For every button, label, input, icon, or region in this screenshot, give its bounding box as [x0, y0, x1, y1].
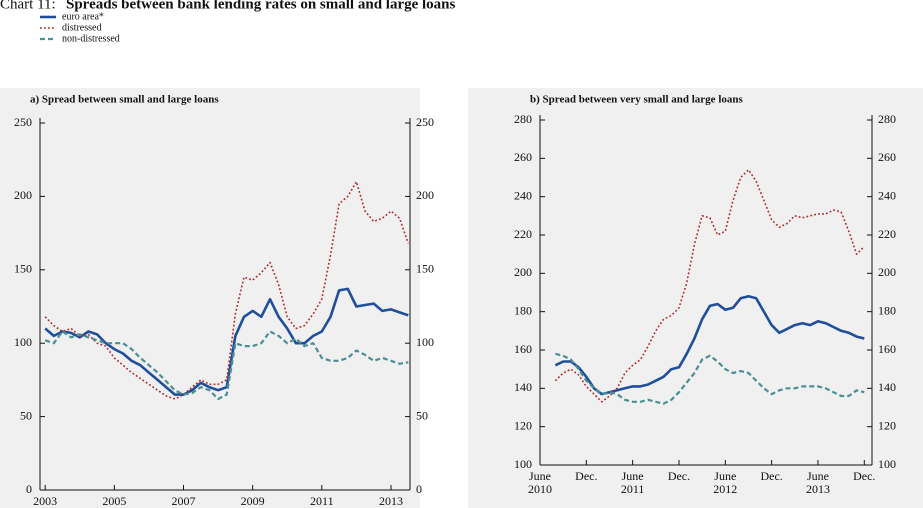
series-line — [554, 169, 865, 403]
y-tick-label: 100 — [514, 457, 532, 471]
chart-label: Chart 11: — [0, 0, 56, 12]
y2-tick-label: 180 — [878, 303, 896, 317]
legend-label: euro area* — [62, 11, 104, 22]
x-tick-label: 2007 — [172, 494, 196, 508]
y-tick-label: 280 — [514, 112, 532, 126]
y-tick-label: 100 — [14, 335, 32, 349]
x-tick-label: June 2011 — [621, 469, 645, 496]
y-tick-label: 200 — [514, 265, 532, 279]
y-tick-label: 180 — [514, 303, 532, 317]
y2-tick-label: 240 — [878, 188, 896, 202]
panel-b-background — [468, 88, 923, 508]
y2-tick-label: 200 — [416, 188, 434, 202]
x-tick-label: June 2010 — [528, 469, 552, 496]
y-tick-label: 120 — [514, 418, 532, 432]
y-tick-label: 150 — [14, 262, 32, 276]
panel-subtitle: b) Spread between very small and large l… — [530, 94, 743, 106]
legend-label: distressed — [62, 22, 101, 33]
panel-a-background — [0, 88, 420, 508]
x-tick-label: 2009 — [241, 494, 265, 508]
y2-tick-label: 120 — [878, 418, 896, 432]
x-tick-label: Dec. — [853, 469, 875, 483]
x-tick-label: 2003 — [33, 494, 57, 508]
y2-tick-label: 140 — [878, 380, 896, 394]
x-tick-label: Dec. — [760, 469, 782, 483]
series-line — [555, 352, 865, 405]
y2-tick-label: 0 — [416, 482, 422, 496]
x-tick-label: 2011 — [310, 494, 334, 508]
y-tick-label: 50 — [20, 408, 32, 422]
x-tick-label: June 2012 — [713, 469, 737, 496]
series-line — [44, 180, 410, 400]
y-tick-label: 220 — [514, 227, 532, 241]
y2-tick-label: 50 — [416, 408, 428, 422]
y-tick-label: 260 — [514, 150, 532, 164]
y-tick-label: 240 — [514, 188, 532, 202]
y-tick-label: 200 — [14, 188, 32, 202]
y2-tick-label: 150 — [416, 262, 434, 276]
y2-tick-label: 280 — [878, 112, 896, 126]
x-tick-label: June 2013 — [806, 469, 830, 496]
y2-tick-label: 200 — [878, 265, 896, 279]
y-tick-label: 160 — [514, 342, 532, 356]
y2-tick-label: 260 — [878, 150, 896, 164]
x-tick-label: Dec. — [668, 469, 690, 483]
chart-title: Spreads between bank lending rates on sm… — [66, 0, 456, 12]
y-tick-label: 250 — [14, 115, 32, 129]
x-tick-label: Dec. — [575, 469, 597, 483]
y2-tick-label: 100 — [878, 457, 896, 471]
y2-tick-label: 220 — [878, 227, 896, 241]
y2-tick-label: 100 — [416, 335, 434, 349]
y-tick-label: 140 — [514, 380, 532, 394]
x-tick-label: 2013 — [379, 494, 403, 508]
y2-tick-label: 250 — [416, 115, 434, 129]
series-line — [44, 287, 409, 396]
legend-label: non-distressed — [62, 33, 120, 44]
x-tick-label: 2005 — [102, 494, 126, 508]
y-tick-label: 0 — [26, 482, 32, 496]
panel-subtitle: a) Spread between small and large loans — [30, 94, 219, 106]
series-line — [44, 330, 409, 401]
y2-tick-label: 160 — [878, 342, 896, 356]
